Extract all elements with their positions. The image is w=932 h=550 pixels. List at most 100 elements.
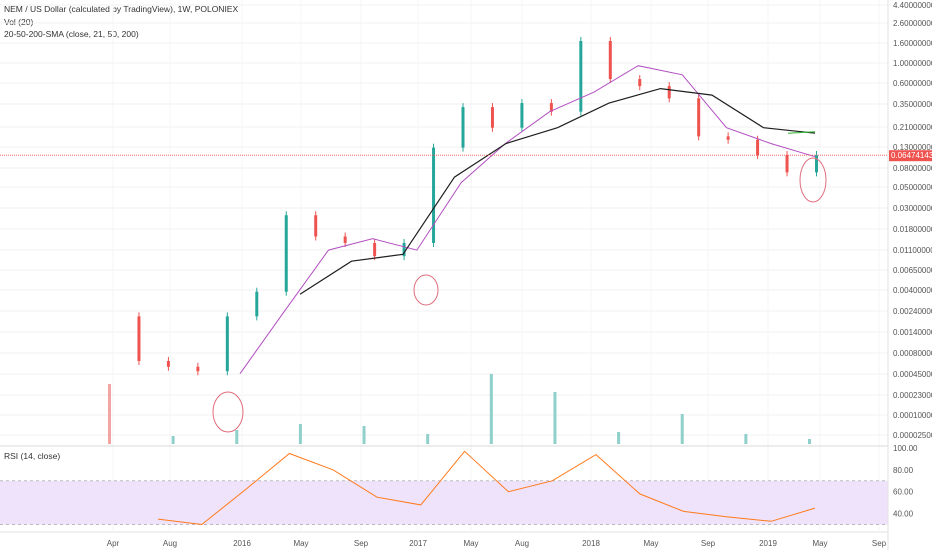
candle bbox=[314, 215, 318, 237]
volume-bar bbox=[298, 424, 302, 444]
time-tick-label: May bbox=[812, 539, 827, 548]
volume-bar bbox=[362, 426, 366, 444]
time-tick-label: Sep bbox=[701, 539, 716, 548]
volume-bar bbox=[553, 392, 557, 444]
price-axis[interactable]: 4.40000000 2.60000000 1.60000000 1.00000000… bbox=[887, 0, 932, 550]
candle bbox=[756, 139, 760, 156]
price-tick-label: 1.00000000 bbox=[893, 59, 932, 68]
price-tick-label: 0.00240000 bbox=[893, 307, 932, 316]
rsi-tick-label: 80.00 bbox=[893, 466, 914, 475]
annotations bbox=[212, 157, 827, 433]
volume-bar bbox=[744, 434, 748, 444]
time-tick-label: May bbox=[293, 539, 308, 548]
candle bbox=[549, 103, 553, 112]
price-tick-label: 0.60000000 bbox=[893, 79, 932, 88]
candles bbox=[137, 37, 818, 376]
time-tick-label: Sep bbox=[354, 539, 369, 548]
volume-bar bbox=[617, 432, 621, 444]
volume-bar bbox=[171, 436, 175, 444]
rsi-line bbox=[157, 450, 816, 526]
price-tick-label: 0.00023000 bbox=[893, 391, 932, 400]
price-tick-label: 0.00002500 bbox=[893, 431, 932, 440]
candle bbox=[284, 215, 288, 292]
price-tick-label: 0.13000000 bbox=[893, 143, 932, 152]
chart-title: NEM / US Dollar (calculated by TradingVi… bbox=[4, 4, 239, 14]
rsi-tick-label: 100.00 bbox=[893, 444, 918, 453]
price-tick-label: 0.01800000 bbox=[893, 225, 932, 234]
highlight-circle bbox=[413, 274, 439, 306]
candle bbox=[520, 103, 524, 128]
candle bbox=[461, 107, 465, 148]
price-tick-label: 0.03000000 bbox=[893, 204, 932, 213]
rsi-panel: 100.00 80.00 60.00 40.00 bbox=[0, 444, 918, 526]
moving-averages bbox=[239, 65, 816, 374]
candle bbox=[726, 136, 730, 140]
volume-bar bbox=[489, 374, 493, 444]
time-tick-label: 2019 bbox=[759, 539, 777, 548]
price-tick-label: 0.21000000 bbox=[893, 123, 932, 132]
candle bbox=[166, 360, 170, 367]
candle bbox=[608, 41, 612, 80]
price-tick-label: 0.00400000 bbox=[893, 286, 932, 295]
highlight-circle bbox=[212, 391, 244, 433]
price-tick-label: 0.00080000 bbox=[893, 349, 932, 358]
price-tick-label: 1.60000000 bbox=[893, 39, 932, 48]
time-tick-label: Apr bbox=[107, 539, 120, 548]
candle bbox=[432, 147, 436, 243]
time-tick-label: Aug bbox=[163, 539, 177, 548]
candle bbox=[137, 316, 141, 361]
candle bbox=[255, 291, 259, 317]
price-tick-label: 0.00010000 bbox=[893, 411, 932, 420]
price-tick-label: 4.40000000 bbox=[893, 1, 932, 10]
last-price-marker: 0.06474143 bbox=[0, 150, 932, 162]
candle bbox=[785, 155, 789, 173]
price-tick-label: 0.35000000 bbox=[893, 100, 932, 109]
last-price-badge bbox=[889, 150, 932, 162]
volume-bar bbox=[680, 414, 684, 444]
volume-bars bbox=[108, 374, 811, 444]
rsi-tick-label: 40.00 bbox=[893, 510, 914, 519]
sma-legend: 20-50-200-SMA (close, 21, 50, 200) bbox=[4, 29, 139, 39]
time-tick-label: Aug bbox=[515, 539, 529, 548]
volume-bar bbox=[108, 384, 111, 444]
price-tick-label: 0.00045000 bbox=[893, 370, 932, 379]
candle bbox=[225, 316, 229, 372]
price-tick-label: 0.01100000 bbox=[893, 246, 932, 255]
price-tick-label: 0.00650000 bbox=[893, 266, 932, 275]
sma-line bbox=[299, 87, 816, 295]
time-tick-label: Sep bbox=[872, 539, 887, 548]
candle bbox=[490, 107, 494, 128]
rsi-legend: RSI (14, close) bbox=[4, 451, 61, 461]
time-tick-label: 2018 bbox=[582, 539, 600, 548]
candle bbox=[579, 41, 583, 112]
candle bbox=[343, 236, 347, 243]
time-tick-label: 2017 bbox=[409, 539, 427, 548]
candle bbox=[373, 242, 377, 257]
time-tick-label: May bbox=[463, 539, 478, 548]
candle bbox=[697, 98, 701, 137]
time-tick-label: 2016 bbox=[233, 539, 251, 548]
last-price-label: 0.06474143 bbox=[891, 151, 932, 160]
price-tick-label: 0.05000000 bbox=[893, 183, 932, 192]
candle bbox=[402, 242, 406, 257]
time-tick-label: May bbox=[643, 539, 658, 548]
volume-bar bbox=[808, 439, 811, 444]
highlight-circle bbox=[799, 157, 827, 203]
volume-bar bbox=[235, 430, 239, 444]
price-tick-label: 2.60000000 bbox=[893, 19, 932, 28]
grid bbox=[0, 4, 888, 447]
rsi-tick-label: 60.00 bbox=[893, 488, 914, 497]
price-tick-label: 0.08000000 bbox=[893, 164, 932, 173]
sma-line bbox=[787, 131, 816, 134]
volume-legend: Vol (20) bbox=[4, 17, 34, 27]
candle bbox=[196, 366, 200, 372]
candle bbox=[667, 86, 671, 99]
candle bbox=[638, 79, 642, 87]
volume-bar bbox=[426, 434, 430, 444]
time-axis[interactable]: Apr Aug 2016 May Sep 2017 May Aug 2018 May Sep 2019… bbox=[0, 531, 888, 548]
price-tick-label: 0.00140000 bbox=[893, 328, 932, 337]
sma-line bbox=[239, 65, 816, 374]
rsi-band bbox=[0, 480, 888, 525]
candle bbox=[815, 155, 818, 173]
